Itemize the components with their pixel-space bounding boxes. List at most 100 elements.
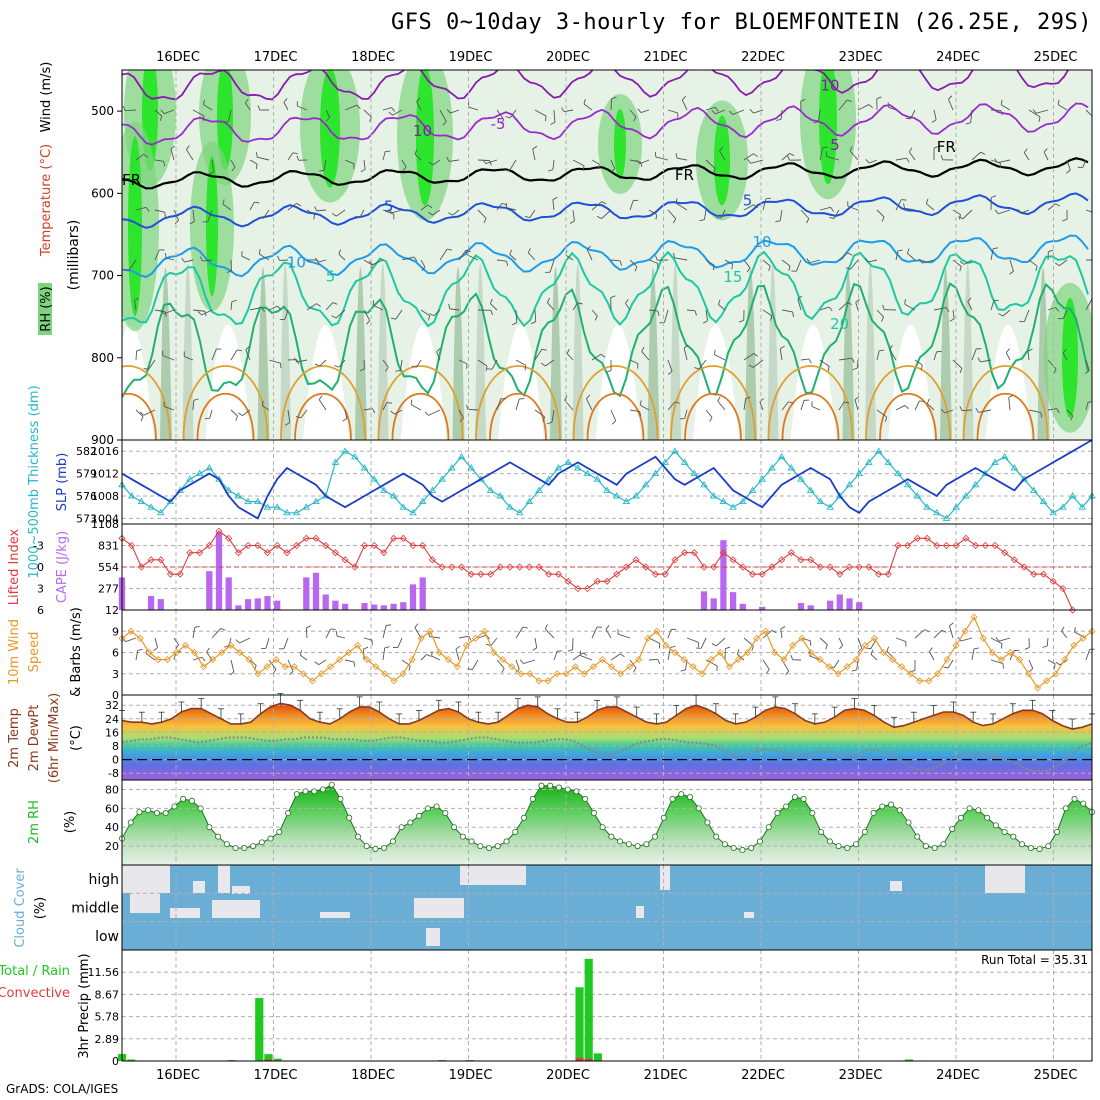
wind-barb (750, 159, 764, 164)
wind-barb (779, 209, 783, 221)
wind-barb-flag (504, 169, 510, 172)
wind-barb-flag (448, 303, 451, 309)
wind-barb (154, 249, 160, 261)
ylabel-total-rain: Total / Rain (0, 964, 70, 979)
wind-barb (838, 401, 845, 411)
wind-speed-marker (399, 670, 407, 678)
wind-barb-flag (235, 639, 240, 644)
wind-speed-marker (680, 656, 688, 664)
wind-barb-flag (675, 153, 678, 159)
wind-barb (1035, 109, 1049, 114)
cape-bar (846, 598, 853, 610)
wind-barb (135, 206, 147, 211)
cape-bar (739, 603, 746, 610)
wind-barb-flag (675, 198, 678, 204)
warm-contour (182, 365, 269, 440)
rh-marker (643, 841, 650, 848)
wind-barb (420, 204, 429, 211)
wind-speed-marker (254, 670, 262, 678)
wind-barb (591, 201, 602, 211)
wind-barb-flag (828, 306, 833, 312)
thickness-marker (690, 469, 699, 477)
wind-barb (192, 627, 196, 639)
wind-barb (192, 656, 203, 661)
wind-barb (732, 109, 745, 115)
wind-barb (154, 637, 159, 648)
wind-barb (186, 149, 194, 161)
wind-barb (468, 106, 479, 111)
wind-barb (163, 406, 175, 411)
wind-speed-marker (762, 627, 770, 635)
wind-barb-flag (386, 402, 392, 404)
li-marker (875, 570, 883, 578)
wind-barb-flag (851, 669, 857, 672)
rh-marker (844, 845, 851, 852)
wind-barb (433, 309, 441, 317)
date-label-bottom: 23DEC (839, 1068, 883, 1083)
wind-barb-flag (160, 309, 165, 315)
wind-barb-flag (532, 647, 537, 651)
wind-barb-flag (1054, 262, 1060, 267)
wind-barb-flag (567, 649, 573, 652)
contour-label: 10 (287, 253, 306, 271)
rh-marker (503, 838, 510, 845)
wind-barb (1047, 307, 1056, 311)
wind-barb (230, 301, 233, 311)
wind-barb (914, 400, 920, 411)
wind-barb (529, 209, 536, 218)
thickness-tick-label: 579 (76, 468, 97, 481)
wind-barb (990, 637, 1003, 644)
wind-barb-flag (639, 411, 642, 417)
wind-barb-flag (369, 116, 372, 122)
thickness-marker (719, 497, 728, 505)
cape-bar (206, 571, 213, 610)
li-marker (642, 563, 650, 571)
wind-barb-flag (1055, 203, 1061, 207)
rh-marker (127, 819, 134, 826)
wind-barb-flag (699, 219, 705, 222)
wind-speed-marker (861, 641, 869, 649)
wind-speed-marker (136, 634, 144, 642)
wind-barb-flag (448, 212, 453, 216)
wind-barb (491, 359, 498, 370)
cloud-gap (1000, 865, 1018, 885)
wind-barb-flag (338, 249, 342, 255)
wind-barb-flag (223, 121, 229, 123)
wind-barb-flag (1017, 209, 1022, 214)
date-label-bottom: 16DEC (156, 1068, 200, 1083)
wind-barb-flag (295, 415, 301, 419)
rh-marker (494, 843, 501, 850)
thickness-marker (273, 503, 281, 510)
wind-barb (439, 109, 447, 122)
wind-barb (202, 259, 213, 262)
wind-barb (515, 626, 524, 639)
wind-speed-marker (435, 648, 443, 657)
rh-marker (660, 814, 667, 821)
slp-tick-label: 1008 (91, 490, 119, 503)
wind-barb (752, 359, 764, 368)
rh-marker (293, 791, 300, 798)
chart-title: GFS 0~10day 3-hourly for BLOEMFONTEIN (2… (390, 10, 1092, 35)
wind-barb (895, 637, 906, 642)
wind-barb-flag (731, 264, 734, 270)
wind-barb-flag (560, 107, 565, 112)
thickness-marker (428, 486, 437, 493)
wind-barb (429, 636, 441, 639)
wind-speed-marker (263, 663, 271, 671)
contour-label: 15 (723, 268, 742, 286)
li-marker (991, 541, 999, 550)
wind-barb (249, 159, 258, 165)
wind-barb-flag (596, 215, 602, 219)
wind-barb (1047, 203, 1056, 211)
li-marker (807, 556, 815, 564)
wind-barb (391, 209, 403, 214)
thickness-marker (331, 458, 340, 465)
wind-barb-flag (316, 303, 321, 307)
thickness-marker (768, 464, 776, 471)
wind-barb-flag (994, 209, 999, 215)
wind-barb (854, 399, 859, 411)
wind-barb-flag (746, 267, 751, 273)
wind-barb-flag (231, 299, 237, 303)
wind-speed-marker (635, 656, 643, 664)
thickness-marker (409, 508, 417, 516)
